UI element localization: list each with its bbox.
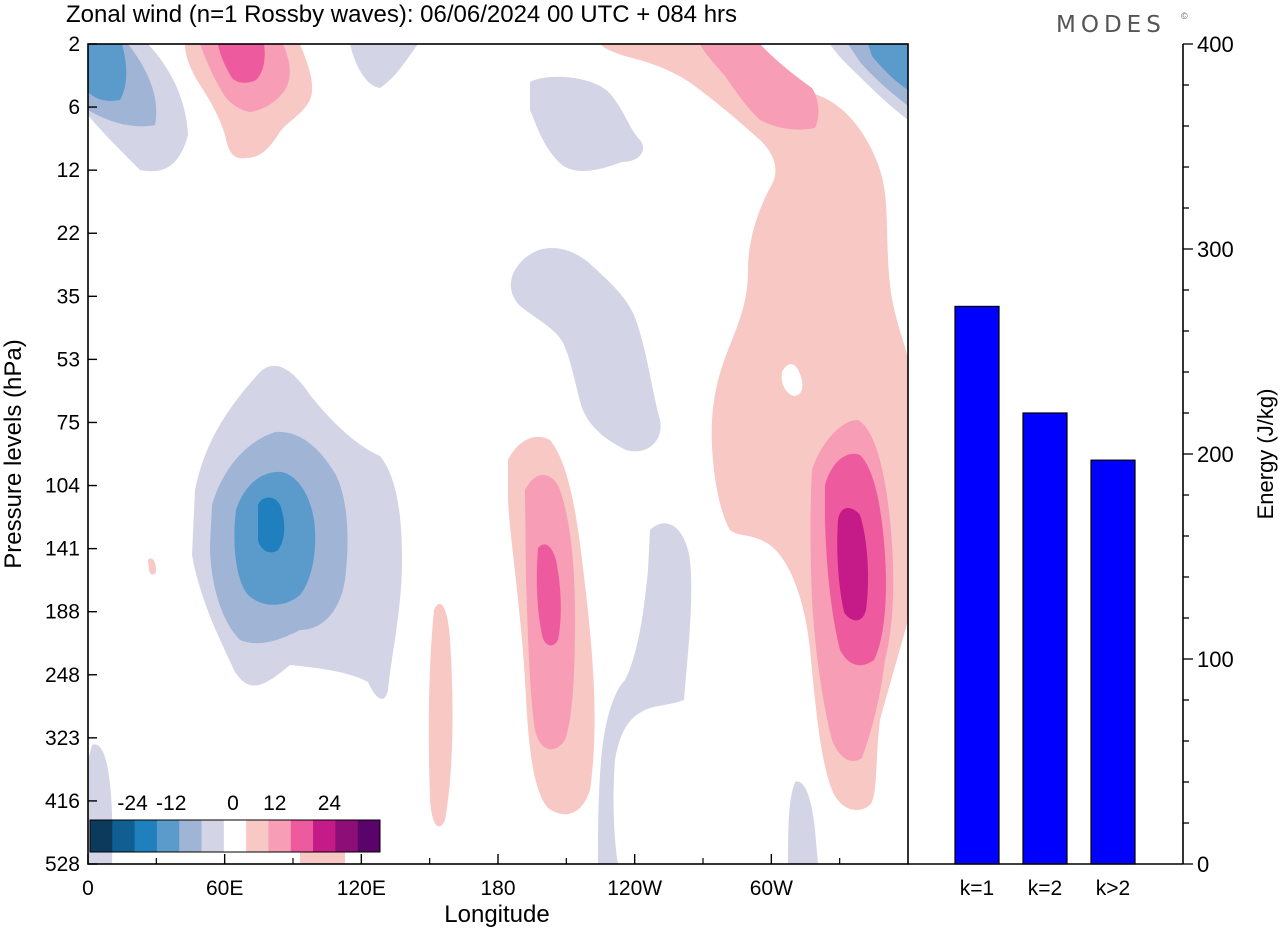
colorbar: -24 -12 0 12 24 (89, 792, 381, 853)
energy-bar (954, 305, 1000, 865)
contour-pink-plume-hole (781, 363, 803, 396)
brand-mark: © (1181, 11, 1188, 21)
pressure-tick-label: 35 (57, 285, 80, 308)
energy-bar-label: k=2 (1028, 877, 1062, 900)
contour-pink-bottom-strip (300, 852, 345, 864)
energy-bar-panel: k=1 k=2 k>2 0 100 200 300 400 Energy (J/kg) (908, 32, 1278, 900)
longitude-tick-label: 120W (607, 877, 662, 900)
colorbar-swatch (357, 820, 381, 852)
energy-tick-label: 400 (1197, 32, 1234, 57)
contour-pink-top-core (218, 44, 265, 83)
colorbar-swatch (268, 820, 292, 852)
contour-mid-top-lavender (350, 44, 418, 88)
contour-pink-upper-l2 (700, 44, 819, 130)
contour-lavender-plume-mid (598, 523, 692, 864)
longitude-tick-label: 120E (337, 877, 386, 900)
contour-top-left-blue-2 (88, 44, 127, 101)
energy-bar (1090, 459, 1136, 865)
colorbar-swatch (313, 820, 336, 852)
contour-pos-mid-core (536, 544, 561, 646)
pressure-tick-label: 416 (45, 790, 80, 813)
energy-bars: k=1 k=2 k>2 (954, 305, 1136, 900)
contour-neg-cell-core (258, 497, 285, 553)
colorbar-label: 0 (227, 792, 239, 815)
pressure-tick-label: 528 (45, 853, 80, 876)
contour-top-right-blue-2 (868, 44, 908, 90)
brand-logo: MODES (1056, 12, 1166, 38)
colorbar-swatch (156, 820, 180, 852)
longitude-tick-label: 0 (82, 877, 94, 900)
pressure-tick-label: 2 (68, 33, 80, 56)
colorbar-swatch (179, 820, 203, 852)
colorbar-swatch (134, 820, 158, 852)
colorbar-label: 12 (263, 792, 286, 815)
colorbar-swatch (290, 820, 314, 852)
pressure-tick-label: 248 (45, 664, 80, 687)
colorbar-swatch (223, 820, 247, 852)
pressure-tick-label: 75 (57, 411, 80, 434)
energy-tick-label: 100 (1197, 647, 1234, 672)
energy-bar-label: k=1 (960, 877, 994, 900)
pressure-tick-label: 188 (45, 601, 80, 624)
pressure-axis: 2 6 12 22 35 53 75 104 141 188 248 323 416 528 (45, 33, 97, 876)
colorbar-label: 24 (318, 792, 342, 815)
contour-lavender-plume-br (788, 781, 818, 864)
energy-axis-label: Energy (J/kg) (1253, 389, 1278, 520)
colorbar-label: -12 (156, 792, 186, 815)
colorbar-label: -24 (117, 792, 148, 815)
colorbar-swatch (112, 820, 136, 852)
colorbar-swatch (201, 820, 225, 852)
pressure-tick-label: 104 (45, 475, 80, 498)
energy-tick-label: 200 (1197, 442, 1234, 467)
longitude-axis: 0 60E 120E 180 120W 60W (82, 854, 841, 900)
energy-axis: 0 100 200 300 400 (908, 32, 1234, 877)
contour-panel: 2 6 12 22 35 53 75 104 141 188 248 323 416 528 0 60E 12… (0, 33, 909, 928)
longitude-tick-label: 60E (206, 877, 243, 900)
pressure-tick-label: 53 (57, 348, 80, 371)
contour-lavender-blob-2 (530, 76, 644, 172)
pressure-tick-label: 6 (68, 96, 80, 119)
energy-tick-label: 300 (1197, 237, 1234, 262)
energy-tick-label: 0 (1197, 852, 1209, 877)
contour-pos-streak-2 (428, 603, 453, 827)
pressure-tick-label: 22 (57, 222, 80, 245)
x-axis-label: Longitude (444, 901, 549, 928)
colorbar-swatch (90, 820, 113, 852)
longitude-tick-label: 180 (480, 877, 515, 900)
contour-pos-right-core (837, 508, 868, 621)
pressure-tick-label: 323 (45, 727, 80, 750)
colorbar-frame (89, 819, 381, 853)
chart-title: Zonal wind (n=1 Rossby waves): 06/06/202… (66, 1, 737, 28)
contour-pos-streak-small (148, 558, 156, 575)
longitude-tick-label: 60W (750, 877, 793, 900)
contour-lavender-blob-3 (510, 248, 661, 452)
energy-bar (1022, 412, 1068, 865)
pressure-tick-label: 141 (45, 538, 80, 561)
energy-bar-label: k>2 (1096, 877, 1130, 900)
pressure-tick-label: 12 (57, 159, 80, 182)
colorbar-swatch (335, 820, 359, 852)
colorbar-swatch (246, 820, 269, 852)
contour-layer (88, 44, 908, 864)
y-axis-label: Pressure levels (hPa) (0, 339, 27, 568)
